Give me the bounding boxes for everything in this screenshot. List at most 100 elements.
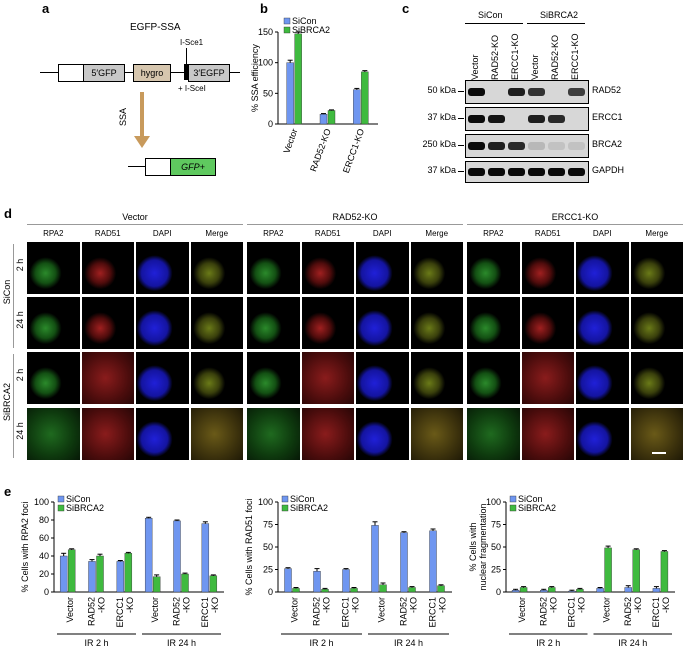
ssa-arrow-label: SSA (118, 107, 128, 126)
micrograph-rpa2 (27, 352, 80, 404)
group-rule (27, 224, 243, 225)
y-tick-label: 0 (268, 587, 273, 597)
blot-band (548, 115, 565, 123)
blot-band (548, 142, 565, 150)
bar-SiCon (201, 523, 210, 593)
channel-label: DAPI (372, 229, 392, 238)
category-label: RAD52-KO (172, 597, 192, 626)
micrograph-merge (190, 408, 243, 460)
y-tick-label: 80 (39, 515, 49, 525)
protein-label: BRCA2 (592, 139, 623, 149)
ssa-arrow-head (134, 136, 150, 148)
micrograph-rad51 (521, 352, 574, 404)
group-label-sibrca2: SiBRCA2 (540, 10, 579, 20)
micrograph-dapi (356, 408, 409, 460)
y-tick-label: 25 (491, 565, 501, 575)
legend-label: SiBRCA2 (290, 503, 328, 513)
y-tick-label: 50 (263, 542, 273, 552)
bar-SiCon (286, 62, 294, 125)
blot-band (508, 168, 525, 176)
micrograph-merge (410, 352, 463, 404)
blot-band (488, 88, 505, 96)
category-label: Vector (290, 597, 300, 623)
channel-label: RPA2 (483, 229, 504, 238)
micrograph-rpa2 (27, 242, 80, 294)
micrograph-dapi (356, 352, 409, 404)
site-label: I-Sce1 (180, 38, 204, 47)
y-tick-label: 40 (39, 551, 49, 561)
micrograph-rpa2 (27, 297, 80, 349)
y-tick-label: 0 (44, 587, 49, 597)
kda-tick (458, 118, 464, 119)
legend-label: SiCon (290, 494, 315, 504)
isce1-site (184, 64, 188, 80)
blot-band (568, 168, 585, 176)
group-label-sicon: SiCon (478, 10, 503, 20)
blot-band (548, 168, 565, 176)
legend-label: SiCon (518, 494, 543, 504)
y-tick-label: 150 (258, 27, 273, 37)
channel-label: RAD51 (94, 229, 121, 238)
gfp-product-segment: GFP+ (170, 158, 216, 176)
legend-swatch (57, 495, 65, 503)
bar-SiCon (313, 571, 321, 593)
micrograph-rad51 (81, 352, 134, 404)
protein-label: RAD52 (592, 85, 622, 95)
micrograph-dapi (356, 297, 409, 349)
bar-SiBRCA2 (437, 585, 445, 593)
micrograph-dapi (136, 242, 189, 294)
y-tick-label: 0 (268, 119, 273, 129)
bar-SiCon (568, 590, 576, 593)
bar-SiBRCA2 (67, 549, 76, 593)
category-label: RAD52-KO (399, 597, 419, 626)
bar-SiBRCA2 (660, 551, 669, 593)
y-tick-label: 50 (491, 542, 501, 552)
channel-label: RAD51 (314, 229, 341, 238)
micrograph-merge (410, 297, 463, 349)
category-label: ERCC1-KO (341, 597, 361, 628)
bar-SiBRCA2 (408, 587, 416, 593)
bar-SiCon (144, 518, 153, 593)
bar-SiCon (353, 89, 361, 125)
category-label: ERCC1-KO (115, 597, 135, 628)
y-tick-label: 0 (496, 587, 501, 597)
y-tick-label: 75 (491, 520, 501, 530)
condition-label: SiBRCA2 (2, 383, 12, 422)
micrograph-merge (630, 297, 683, 349)
blot-band (468, 88, 485, 96)
protein-label: GAPDH (592, 165, 625, 175)
micrograph-rad51 (521, 297, 574, 349)
bar-SiCon (540, 589, 548, 593)
micrograph-rpa2 (247, 242, 300, 294)
scale-bar (652, 452, 666, 454)
hygro-segment: hygro (133, 64, 171, 82)
category-label: Vector (281, 127, 299, 154)
y-tick-label: 100 (258, 497, 273, 507)
condition-label: SiCon (2, 279, 12, 305)
bar-SiBRCA2 (361, 71, 369, 125)
category-label: ERCC1-KO (428, 597, 448, 628)
category-label: RAD52-KO (87, 597, 107, 626)
micrograph-dapi (136, 408, 189, 460)
micrograph-rpa2 (247, 352, 300, 404)
time-label: 2 h (15, 368, 25, 382)
group-bar-sicon (465, 23, 523, 24)
micrograph-rpa2 (467, 408, 520, 460)
micrograph-merge (190, 242, 243, 294)
micrograph-rad51 (81, 242, 134, 294)
legend-swatch (57, 504, 65, 512)
micrograph-rpa2 (467, 242, 520, 294)
group-bar-sibrca2 (527, 23, 585, 24)
channel-label: Merge (425, 229, 449, 238)
group-label: IR 2 h (536, 638, 560, 648)
category-label: Vector (377, 597, 387, 623)
legend-label: SiCon (292, 16, 317, 26)
bar-SiBRCA2 (124, 553, 133, 593)
bar-SiBRCA2 (181, 573, 189, 593)
kda-tick (458, 171, 464, 172)
y-axis-label: % SSA efficiency (250, 44, 260, 112)
group-label: IR 24 h (394, 638, 423, 648)
group-label: IR 24 h (618, 638, 647, 648)
bar-SiBRCA2 (96, 555, 104, 593)
channel-label: RPA2 (43, 229, 64, 238)
